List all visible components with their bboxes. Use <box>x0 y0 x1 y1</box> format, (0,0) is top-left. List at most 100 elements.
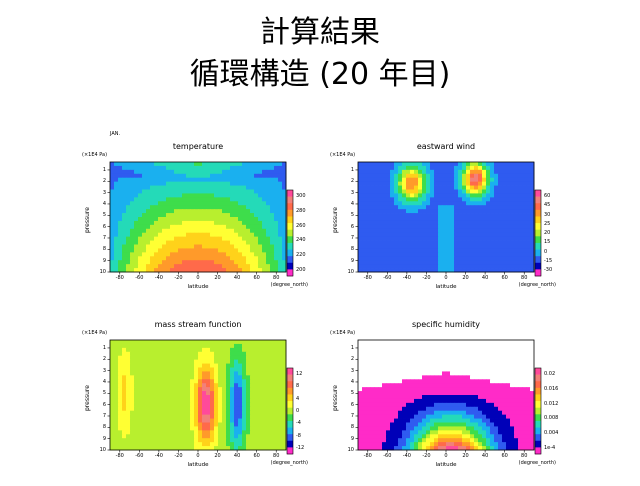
heatmap-cell <box>198 162 202 166</box>
heatmap-cell <box>450 411 454 415</box>
heatmap-cell <box>434 178 438 182</box>
heatmap-cell <box>146 430 150 434</box>
heatmap-cell <box>370 201 374 205</box>
heatmap-cell <box>466 344 470 348</box>
heatmap-cell <box>474 426 478 430</box>
heatmap-cell <box>406 407 410 411</box>
heatmap-cell <box>470 221 474 225</box>
heatmap-cell <box>438 379 442 383</box>
heatmap-cell <box>122 430 126 434</box>
heatmap-cell <box>266 205 270 209</box>
heatmap-cell <box>222 395 226 399</box>
heatmap-cell <box>446 264 450 268</box>
heatmap-cell <box>154 434 158 438</box>
heatmap-cell <box>442 186 446 190</box>
heatmap-cell <box>214 360 218 364</box>
heatmap-cell <box>374 360 378 364</box>
heatmap-cell <box>262 201 266 205</box>
heatmap-cell <box>214 252 218 256</box>
heatmap-cell <box>170 248 174 252</box>
heatmap-cell <box>414 364 418 368</box>
heatmap-cell <box>402 407 406 411</box>
heatmap-cell <box>134 340 138 344</box>
heatmap-cell <box>250 201 254 205</box>
heatmap-cell <box>502 426 506 430</box>
x-tick-label: 40 <box>482 275 488 281</box>
heatmap-cell <box>394 371 398 375</box>
heatmap-cell <box>206 170 210 174</box>
heatmap-cell <box>182 375 186 379</box>
heatmap-cell <box>510 217 514 221</box>
heatmap-cell <box>278 368 282 372</box>
heatmap-cell <box>402 213 406 217</box>
heatmap-cell <box>262 229 266 233</box>
heatmap-cell <box>162 348 166 352</box>
heatmap-cell <box>238 233 242 237</box>
heatmap-cell <box>198 415 202 419</box>
heatmap-cell <box>174 178 178 182</box>
heatmap-cell <box>386 197 390 201</box>
heatmap-cell <box>442 221 446 225</box>
heatmap-cell <box>482 375 486 379</box>
x-tick-label: 80 <box>521 275 527 281</box>
heatmap-cell <box>370 197 374 201</box>
heatmap-cell <box>446 252 450 256</box>
heatmap-cell <box>438 368 442 372</box>
heatmap-cell <box>178 170 182 174</box>
heatmap-cell <box>506 170 510 174</box>
heatmap-cell <box>158 379 162 383</box>
heatmap-cell <box>434 237 438 241</box>
heatmap-cell <box>234 248 238 252</box>
heatmap-cell <box>442 256 446 260</box>
heatmap-cell <box>490 245 494 249</box>
heatmap-cell <box>366 190 370 194</box>
heatmap-cell <box>426 233 430 237</box>
heatmap-cell <box>186 205 190 209</box>
heatmap-cell <box>426 174 430 178</box>
heatmap-cell <box>414 205 418 209</box>
heatmap-cell <box>210 205 214 209</box>
heatmap-cell <box>358 356 362 360</box>
heatmap-cell <box>166 248 170 252</box>
heatmap-cell <box>130 245 134 249</box>
heatmap-cell <box>206 426 210 430</box>
heatmap-cell <box>166 423 170 427</box>
heatmap-cell <box>226 430 230 434</box>
heatmap-cell <box>406 178 410 182</box>
heatmap-cell <box>266 383 270 387</box>
heatmap-cell <box>370 264 374 268</box>
heatmap-cell <box>114 411 118 415</box>
heatmap-cell <box>434 166 438 170</box>
heatmap-cell <box>526 375 530 379</box>
heatmap-cell <box>170 252 174 256</box>
heatmap-cell <box>482 387 486 391</box>
heatmap-cell <box>178 399 182 403</box>
heatmap-cell <box>170 197 174 201</box>
heatmap-cell <box>394 415 398 419</box>
heatmap-cell <box>186 186 190 190</box>
heatmap-cell <box>242 178 246 182</box>
heatmap-cell <box>266 426 270 430</box>
heatmap-cell <box>510 264 514 268</box>
heatmap-cell <box>178 213 182 217</box>
heatmap-cell <box>186 217 190 221</box>
heatmap-cell <box>146 166 150 170</box>
heatmap-cell <box>506 237 510 241</box>
heatmap-cell <box>370 344 374 348</box>
heatmap-cell <box>214 221 218 225</box>
heatmap-cell <box>450 182 454 186</box>
heatmap-cell <box>430 205 434 209</box>
heatmap-cell <box>518 379 522 383</box>
heatmap-cell <box>134 430 138 434</box>
heatmap-cell <box>194 415 198 419</box>
heatmap-cell <box>114 178 118 182</box>
heatmap-cell <box>406 379 410 383</box>
heatmap-cell <box>358 411 362 415</box>
heatmap-cell <box>258 186 262 190</box>
heatmap-cell <box>370 229 374 233</box>
heatmap-cell <box>150 356 154 360</box>
heatmap-cell <box>426 256 430 260</box>
heatmap-cell <box>126 248 130 252</box>
heatmap-cell <box>142 352 146 356</box>
heatmap-cell <box>270 174 274 178</box>
